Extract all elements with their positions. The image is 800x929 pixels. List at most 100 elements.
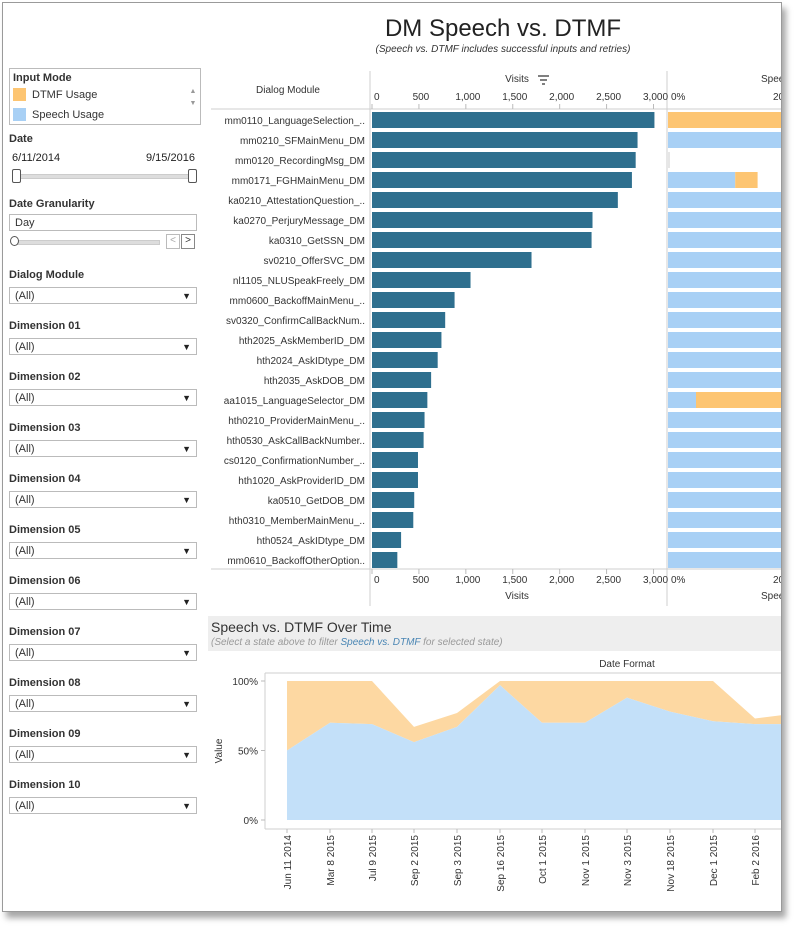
dropdown-arrow-icon[interactable]: ▼ [182, 342, 191, 352]
date-start-handle[interactable] [12, 169, 21, 183]
dtmf-usage-area [287, 681, 781, 751]
dialog-module-label: hth0530_AskCallBackNumber.. [227, 436, 365, 447]
dropdown-arrow-icon[interactable]: ▼ [182, 495, 191, 505]
filter-select-value: (All) [15, 749, 35, 761]
filter-select[interactable]: (All) ▼ [9, 644, 197, 661]
visits-bar [372, 112, 655, 128]
dropdown-arrow-icon[interactable]: ▼ [182, 801, 191, 811]
scroll-up-icon[interactable]: ▲ [189, 88, 197, 95]
granularity-label: Date Granularity [9, 198, 95, 210]
speech-usage-bar [668, 392, 696, 408]
visits-tick-bottom: 3,000 [643, 575, 668, 586]
visits-bar-chart: Dialog Module Visits Visits 0 0 500 500 1,000 1,… [211, 71, 781, 606]
x-tick-label: Jun 11 2014 [283, 835, 294, 890]
filter-label: Dimension 10 [9, 779, 81, 791]
dialog-module-label: mm0171_FGHMainMenu_DM [232, 176, 365, 187]
legend-label-speech: Speech Usage [32, 108, 105, 121]
dropdown-arrow-icon[interactable]: ▼ [182, 444, 191, 454]
filter-select-value: (All) [15, 392, 35, 404]
dropdown-arrow-icon[interactable]: ▼ [182, 699, 191, 709]
visits-bar [372, 512, 414, 528]
filter-select[interactable]: (All) ▼ [9, 440, 197, 457]
filter-select[interactable]: (All) ▼ [9, 593, 197, 610]
speech-pct-tick-bottom: 0% [671, 575, 686, 586]
speech-usage-bar [668, 232, 781, 248]
speech-usage-bar [668, 312, 781, 328]
visits-tick-top: 0 [374, 92, 380, 103]
legend-item-dtmf[interactable]: DTMF Usage [13, 88, 97, 101]
speech-usage-bar [668, 432, 781, 448]
visits-bar [372, 152, 636, 168]
speech-usage-area [287, 685, 781, 820]
filter-select-value: (All) [15, 647, 35, 659]
visits-bar [372, 392, 428, 408]
dropdown-arrow-icon[interactable]: ▼ [182, 597, 191, 607]
visits-tick-top: 500 [413, 92, 430, 103]
dialog-module-label: sv0320_ConfirmCallBackNum.. [226, 316, 365, 327]
x-tick-label: Sep 3 2015 [453, 835, 464, 887]
x-tick-label: Sep 16 2015 [496, 835, 507, 892]
date-format-header: Date Format [599, 659, 655, 670]
y-tick-label: 50% [238, 747, 258, 758]
visits-bar [372, 532, 402, 548]
filter-select-value: (All) [15, 596, 35, 608]
dropdown-arrow-icon[interactable]: ▼ [182, 291, 191, 301]
dtmf-swatch [13, 88, 26, 101]
filter-select[interactable]: (All) ▼ [9, 491, 197, 508]
filter-select[interactable]: (All) ▼ [9, 542, 197, 559]
filter-select[interactable]: (All) ▼ [9, 287, 197, 304]
speech-pct-tick-bottom: 20% [773, 575, 781, 586]
speech-usage-bar [668, 212, 781, 228]
prev-arrow-icon[interactable]: < [166, 234, 180, 249]
over-time-subtitle: (Select a state above to filter Speech v… [211, 637, 503, 648]
visits-bar [372, 412, 425, 428]
speech-usage-bar [668, 192, 781, 208]
filter-select[interactable]: (All) ▼ [9, 746, 197, 763]
speech-usage-bar [668, 292, 781, 308]
dialog-module-label: hth0210_ProviderMainMenu_.. [228, 416, 365, 427]
visits-bar [372, 212, 593, 228]
subtitle-prefix: (Select a state above to filter [211, 637, 341, 648]
x-tick-label: Sep 2 2015 [410, 835, 421, 887]
visits-tick-top: 3,000 [643, 92, 668, 103]
filter-select-value: (All) [15, 443, 35, 455]
visits-tick-bottom: 0 [374, 575, 380, 586]
dropdown-arrow-icon[interactable]: ▼ [182, 546, 191, 556]
dialog-module-label: mm0210_SFMainMenu_DM [240, 136, 365, 147]
legend-scrollbar[interactable]: ▲ ▼ [188, 86, 198, 122]
dialog-module-label: ka0210_AttestationQuestion_.. [228, 196, 365, 207]
dialog-module-label: cs0120_ConfirmationNumber_.. [224, 456, 365, 467]
x-tick-label: Mar 8 2015 [326, 835, 337, 886]
granularity-input[interactable]: Day [9, 214, 197, 231]
filter-select[interactable]: (All) ▼ [9, 338, 197, 355]
dialog-module-label: hth0524_AskIDtype_DM [257, 536, 365, 547]
x-tick-label: Nov 1 2015 [581, 835, 592, 887]
dialog-module-label: ka0510_GetDOB_DM [268, 496, 365, 507]
speech-pct-tick-top: 20% [773, 92, 781, 103]
speech-swatch [13, 108, 26, 121]
visits-bar [372, 492, 415, 508]
dialog-module-label: hth1020_AskProviderID_DM [238, 476, 365, 487]
speech-usage-bar [668, 492, 781, 508]
filter-select[interactable]: (All) ▼ [9, 389, 197, 406]
dropdown-arrow-icon[interactable]: ▼ [182, 393, 191, 403]
visits-tick-top: 2,000 [549, 92, 574, 103]
visits-tick-top: 1,500 [502, 92, 527, 103]
filter-select[interactable]: (All) ▼ [9, 797, 197, 814]
visits-bar [372, 132, 638, 148]
visits-bar [372, 432, 424, 448]
dropdown-arrow-icon[interactable]: ▼ [182, 750, 191, 760]
visits-bar [372, 292, 455, 308]
granularity-handle[interactable] [10, 236, 19, 246]
dialog-module-label: mm0120_RecordingMsg_DM [235, 156, 365, 167]
filter-select[interactable]: (All) ▼ [9, 695, 197, 712]
date-start-value: 6/11/2014 [12, 152, 61, 164]
scroll-down-icon[interactable]: ▼ [189, 100, 197, 107]
x-tick-label: Jul 9 2015 [368, 835, 379, 882]
date-end-handle[interactable] [188, 169, 197, 183]
subtitle-suffix: for selected state) [420, 637, 503, 648]
filter-label: Dimension 03 [9, 422, 81, 434]
legend-item-speech[interactable]: Speech Usage [13, 108, 104, 121]
next-arrow-icon[interactable]: > [181, 234, 195, 249]
dropdown-arrow-icon[interactable]: ▼ [182, 648, 191, 658]
